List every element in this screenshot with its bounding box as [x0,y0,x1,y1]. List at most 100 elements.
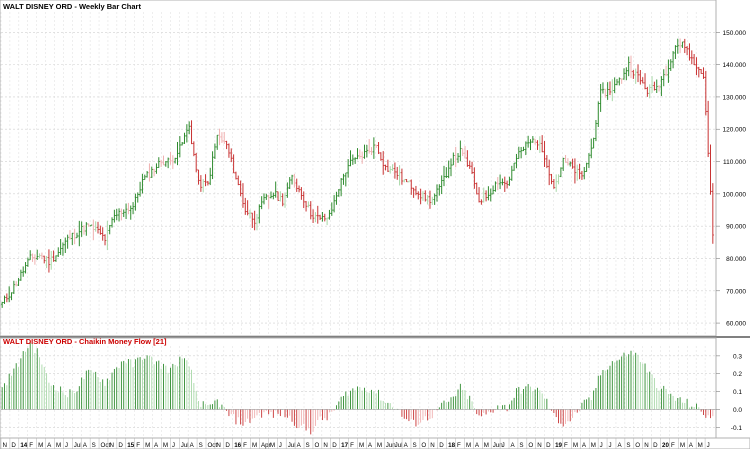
time-tick-label: D [546,442,551,449]
time-tick-label: Oct [101,442,111,449]
time-tick-label: 17 [341,442,348,449]
price-bar [335,191,338,205]
price-bar [94,221,97,232]
price-bar [14,281,18,287]
price-bar [323,213,326,222]
panel-divider[interactable] [0,336,750,338]
price-bar [276,191,280,201]
price-bar [412,187,415,198]
price-bar [3,295,6,304]
price-bar [54,255,58,262]
price-bar [330,202,333,216]
price-bar [555,174,558,192]
price-bar [31,253,34,262]
price-bar [526,135,530,148]
price-bar [590,138,593,159]
price-bar [339,177,343,197]
time-tick-label: J [279,442,282,449]
price-bar [237,175,240,186]
price-bar [669,59,672,71]
price-bar [108,224,111,235]
price-bar [110,217,114,228]
price-bar [375,144,378,149]
price-bar [145,171,149,178]
price-bar [629,55,633,79]
price-bar [611,79,614,102]
price-bar [103,234,107,246]
price-bar [96,221,100,234]
time-tick-label: A [297,442,302,449]
price-bar [157,157,160,168]
price-bar [164,161,168,167]
price-bar [505,180,509,189]
time-tick-label: Jul [288,442,296,449]
price-bar [519,147,523,159]
price-bar [641,77,644,84]
time-tick-label: 19 [555,442,562,449]
price-bar [337,189,340,197]
price-bar [407,180,411,183]
price-bar [155,163,158,174]
price-bar [293,173,296,188]
price-bar [38,253,41,259]
price-bar [267,194,270,209]
time-tick-label: S [92,442,96,449]
price-bar [692,53,696,66]
price-bar [440,175,443,195]
price-bar [314,212,317,223]
price-bar [342,173,345,185]
price-bar [136,192,139,203]
price-bar [244,197,247,215]
price-bar [124,203,128,220]
price-bar [202,179,205,193]
time-tick-label: A [511,442,516,449]
time-tick-label: A [404,442,409,449]
price-bar [480,199,483,205]
price-bar [442,165,446,187]
price-bar [45,255,48,269]
price-bar [386,159,390,173]
price-bar [489,188,492,202]
price-bar [463,145,467,159]
price-bar [166,157,170,169]
price-bar [304,200,308,212]
time-tick-label: N [109,442,113,449]
time-tick-label: F [457,442,461,449]
time-tick-label: Apr [261,442,271,449]
price-bar [248,209,252,219]
price-bar [615,78,619,86]
price-bar [171,155,175,170]
price-bar [613,77,616,94]
time-tick-label: F [136,442,140,449]
time-tick-label: Jul [74,442,82,449]
time-tick-label: S [306,442,310,449]
price-bar [576,164,579,181]
price-bar [22,266,25,277]
time-tick-label: J [502,442,505,449]
price-bar [300,187,303,200]
price-bar [178,136,182,158]
time-tick-label: M [38,442,43,449]
price-bar [540,135,544,153]
price-bar [78,220,81,247]
price-bar [706,100,710,158]
price-bars [0,38,715,308]
price-bar [426,195,429,205]
price-bar [683,38,686,54]
price-bar [101,227,104,241]
time-tick-label: Jun [386,442,397,449]
price-bar [239,180,242,197]
price-bar [204,174,207,187]
price-bar [316,205,319,224]
price-bar [309,201,312,220]
price-bar [183,132,186,144]
time-tick-label: F [243,442,247,449]
price-bar [428,190,432,209]
price-bar [297,185,301,193]
price-bar [606,82,609,100]
price-bar [227,143,231,158]
price-bar [438,184,441,196]
price-bar [206,180,210,186]
time-tick-label: N [537,442,541,449]
